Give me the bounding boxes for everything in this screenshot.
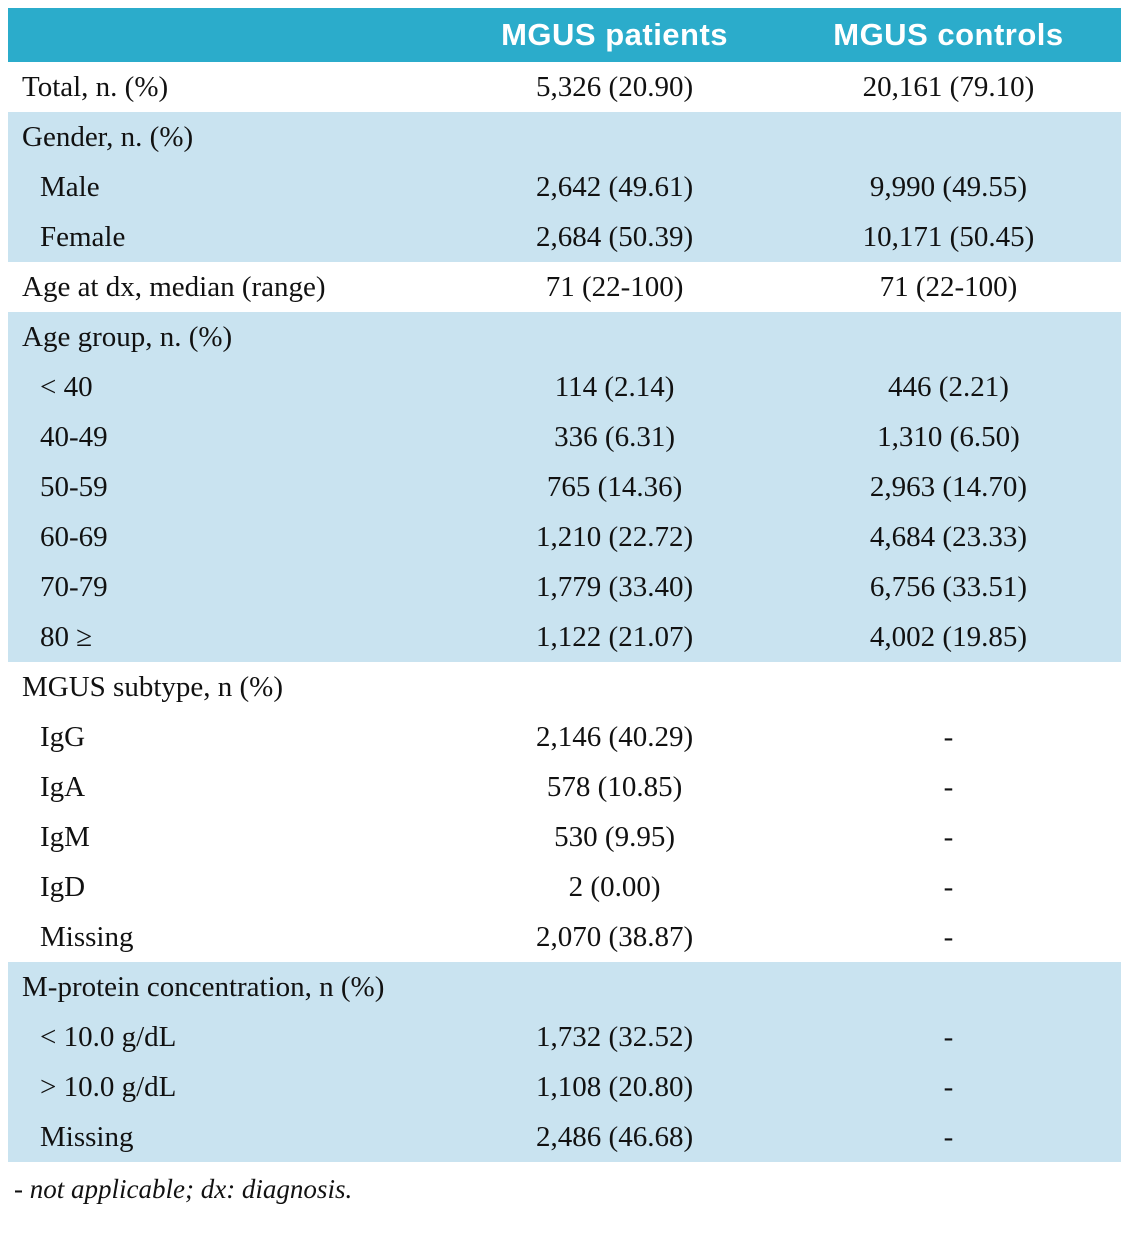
table-row: 40-49 336 (6.31) 1,310 (6.50) [8,412,1121,462]
section-header-row: MGUS subtype, n (%) [8,662,1121,712]
row-label: 70-79 [40,570,108,603]
table-row: 70-79 1,779 (33.40) 6,756 (33.51) [8,562,1121,612]
controls-value: 9,990 (49.55) [869,170,1027,203]
row-label: Missing [40,920,134,953]
row-label: 50-59 [40,470,108,503]
patients-value: 1,779 (33.40) [536,570,694,603]
row-label: IgA [40,770,86,803]
controls-value: - [943,1020,954,1053]
row-label: > 10.0 g/dL [40,1070,177,1103]
table-row: Total, n. (%) 5,326 (20.90) 20,161 (79.10) [8,62,1121,112]
controls-value: - [943,820,954,853]
table-row: Missing 2,486 (46.68) - [8,1112,1121,1162]
table-row: 80 ≥ 1,122 (21.07) 4,002 (19.85) [8,612,1121,662]
patients-value: 2,642 (49.61) [536,170,694,203]
patients-value: 1,210 (22.72) [536,520,694,553]
row-label: < 40 [40,370,93,403]
section-header-row: Gender, n. (%) [8,112,1121,162]
patients-value: 2,070 (38.87) [536,920,694,953]
row-label: M-protein concentration, n (%) [22,970,385,1003]
controls-value: 10,171 (50.45) [862,220,1035,253]
controls-value: 6,756 (33.51) [869,570,1027,603]
patients-value: 336 (6.31) [554,420,675,453]
table-row: 60-69 1,210 (22.72) 4,684 (23.33) [8,512,1121,562]
row-label: Missing [40,1120,134,1153]
row-label: MGUS subtype, n (%) [22,670,283,703]
row-label: IgM [40,820,90,853]
controls-value: - [943,720,954,753]
row-label: 40-49 [40,420,108,453]
patients-value: 114 (2.14) [554,370,675,403]
row-label: 60-69 [40,520,108,553]
patients-value: 1,122 (21.07) [536,620,694,653]
controls-value: - [943,1070,954,1103]
table-row: < 10.0 g/dL 1,732 (32.52) - [8,1012,1121,1062]
row-label: Male [40,170,100,203]
row-label: Age at dx, median (range) [22,270,326,303]
row-label: IgD [40,870,86,903]
section-header-row: M-protein concentration, n (%) [8,962,1121,1012]
controls-value: 4,002 (19.85) [869,620,1027,653]
table-row: Male 2,642 (49.61) 9,990 (49.55) [8,162,1121,212]
table-row: 50-59 765 (14.36) 2,963 (14.70) [8,462,1121,512]
table-row: > 10.0 g/dL 1,108 (20.80) - [8,1062,1121,1112]
table-row: Missing 2,070 (38.87) - [8,912,1121,962]
patients-value: 71 (22-100) [545,270,684,303]
controls-value: 4,684 (23.33) [869,520,1027,553]
table-row: IgA 578 (10.85) - [8,762,1121,812]
table-footnote: - not applicable; dx: diagnosis. [14,1174,353,1204]
table-row: Female 2,684 (50.39) 10,171 (50.45) [8,212,1121,262]
table-row: IgM 530 (9.95) - [8,812,1121,862]
patients-value: 578 (10.85) [546,770,683,803]
controls-value: 2,963 (14.70) [869,470,1027,503]
row-label: Female [40,220,126,253]
row-label: IgG [40,720,86,753]
row-label: Age group, n. (%) [22,320,233,353]
patients-value: 1,732 (32.52) [536,1020,694,1053]
patients-value: 1,108 (20.80) [536,1070,694,1103]
row-label: Total, n. (%) [22,70,169,103]
patients-value: 765 (14.36) [546,470,683,503]
patients-value: 2,146 (40.29) [536,720,694,753]
patients-value: 2,684 (50.39) [536,220,694,253]
controls-value: 71 (22-100) [879,270,1018,303]
controls-value: - [943,1120,954,1153]
patients-value: 5,326 (20.90) [536,70,694,103]
controls-value: 1,310 (6.50) [877,420,1020,453]
table-header-row: MGUS patients MGUS controls [8,8,1121,62]
controls-value: - [943,920,954,953]
table-row: Age at dx, median (range) 71 (22-100) 71 (… [8,262,1121,312]
section-header-row: Age group, n. (%) [8,312,1121,362]
controls-value: - [943,870,954,903]
controls-value: 20,161 (79.10) [862,70,1035,103]
controls-value: - [943,770,954,803]
row-label: 80 ≥ [40,620,93,653]
table-body: Total, n. (%) 5,326 (20.90) 20,161 (79.10)… [8,62,1121,1162]
patients-value: 2 (0.00) [568,870,661,903]
header-mgus-patients: MGUS patients [501,17,729,52]
table-row: IgG 2,146 (40.29) - [8,712,1121,762]
table-row: < 40 114 (2.14) 446 (2.21) [8,362,1121,412]
patients-value: 530 (9.95) [554,820,675,853]
row-label: < 10.0 g/dL [40,1020,177,1053]
row-label: Gender, n. (%) [22,120,194,153]
header-mgus-controls: MGUS controls [833,17,1064,52]
controls-value: 446 (2.21) [888,370,1009,403]
table-row: IgD 2 (0.00) - [8,862,1121,912]
patients-value: 2,486 (46.68) [536,1120,694,1153]
